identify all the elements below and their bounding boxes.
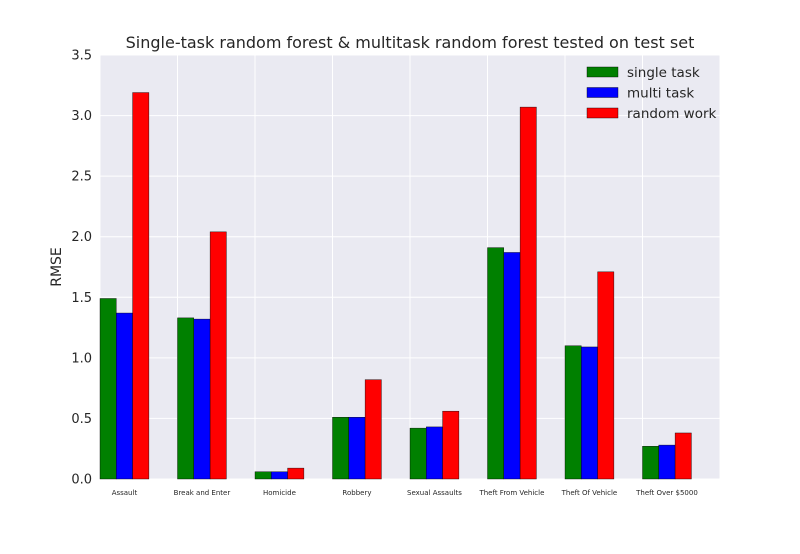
y-tick-label: 1.0	[71, 351, 92, 366]
legend-label-single-task: single task	[627, 65, 700, 81]
bar-random-work-7	[597, 271, 615, 480]
bar-multi-task-8	[658, 444, 676, 480]
legend-label-multi-task: multi task	[627, 86, 694, 102]
bar-single-task-7	[564, 345, 582, 480]
legend-swatch-random-work	[586, 107, 619, 119]
bar-random-work-2	[209, 231, 227, 480]
bar-single-task-6	[487, 247, 504, 480]
legend-swatch-multi-task	[586, 87, 619, 98]
legend: single task multi task random work	[586, 65, 717, 122]
x-tick-label: Break and Enter	[174, 489, 231, 497]
bar-single-task-4	[332, 417, 349, 480]
chart-title: Single-task random forest & multitask ra…	[126, 33, 695, 52]
bar-multi-task-3	[271, 471, 288, 480]
y-tick-label: 0.5	[71, 412, 92, 427]
x-tick-label: Sexual Assaults	[407, 489, 462, 497]
x-tick-label: Theft Of Vehicle	[561, 489, 618, 497]
bar-multi-task-4	[348, 417, 366, 480]
bar-single-task-3	[254, 471, 272, 480]
y-tick-label: 2.5	[71, 170, 92, 185]
bar-multi-task-6	[503, 252, 521, 480]
bar-multi-task-5	[426, 426, 443, 480]
x-tick-label: Assault	[112, 489, 138, 497]
bar-random-work-3	[287, 467, 305, 480]
bar-single-task-5	[409, 427, 427, 480]
y-axis-ticks: 0.0 0.5 1.0 1.5 2.0 2.5 3.0 3.5	[71, 49, 92, 488]
x-tick-label: Theft From Vehicle	[478, 489, 544, 497]
bar-single-task-1	[99, 298, 117, 480]
bars	[99, 92, 692, 480]
bar-multi-task-1	[116, 312, 133, 480]
x-tick-label: Homicide	[263, 489, 296, 497]
y-tick-label: 3.0	[71, 109, 92, 124]
x-axis-ticks: Assault Break and Enter Homicide Robbery Sex…	[112, 489, 698, 497]
y-axis-label: RMSE	[49, 247, 65, 287]
bar-random-work-4	[364, 379, 382, 480]
bar-multi-task-2	[193, 318, 211, 480]
y-tick-label: 3.5	[71, 49, 92, 64]
bar-random-work-5	[442, 410, 460, 480]
y-tick-label: 1.5	[71, 291, 92, 306]
bar-single-task-2	[177, 317, 194, 480]
bar-single-task-8	[642, 446, 659, 480]
x-tick-label: Robbery	[342, 489, 371, 497]
y-tick-label: 0.0	[71, 473, 92, 488]
x-tick-label: Theft Over $5000	[635, 489, 698, 497]
legend-swatch-single-task	[586, 66, 619, 78]
bar-random-work-1	[132, 92, 150, 480]
bar-multi-task-7	[581, 346, 598, 480]
legend-label-random-work: random work	[627, 106, 717, 122]
bar-random-work-8	[674, 432, 692, 480]
y-tick-label: 2.0	[71, 230, 92, 245]
bar-random-work-6	[519, 106, 537, 480]
